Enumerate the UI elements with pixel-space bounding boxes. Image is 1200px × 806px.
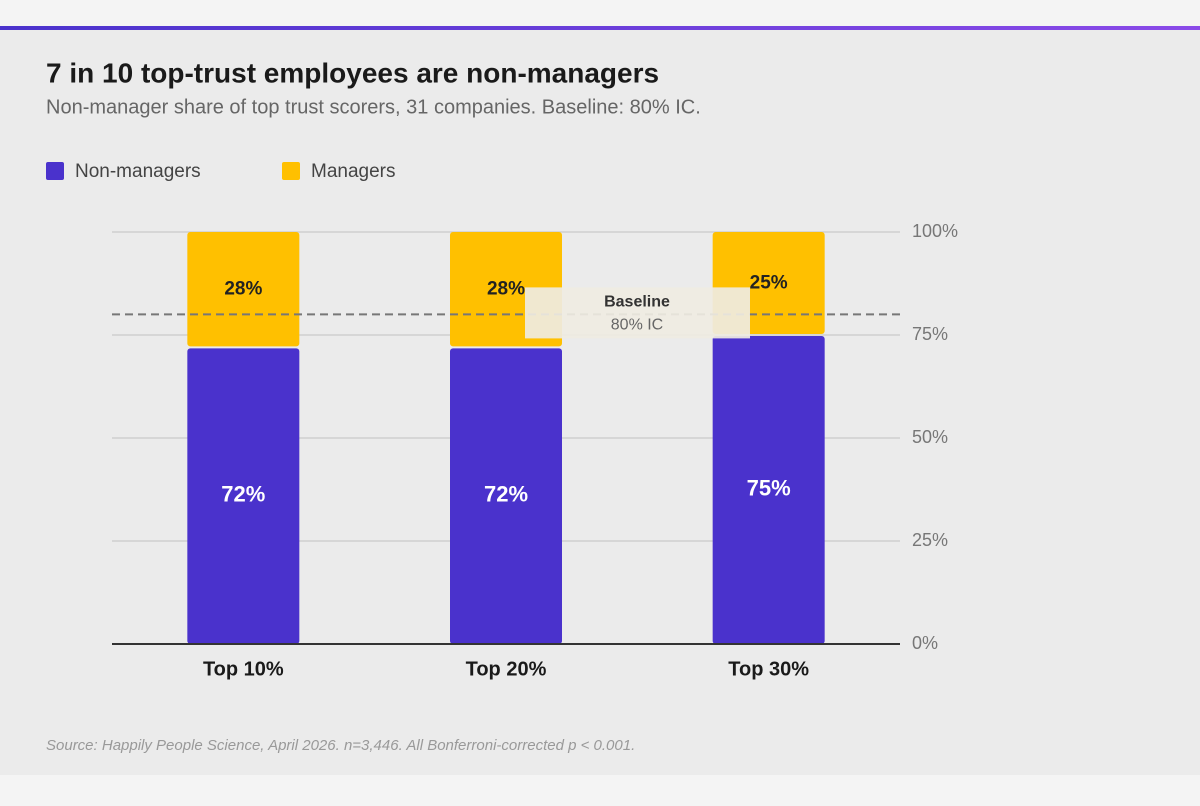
y-tick-label: 100% — [912, 221, 958, 241]
value-label: 25% — [750, 273, 788, 294]
legend-label: Non-managers — [75, 161, 201, 182]
chart-title: 7 in 10 top-trust employees are non-mana… — [46, 57, 659, 88]
legend-swatch — [46, 162, 64, 180]
y-tick-label: 50% — [912, 427, 948, 447]
plot-area: Non-managers Managers 0% 25% 50% 75% 100% 72% 28… — [46, 161, 958, 680]
value-label: 72% — [221, 481, 265, 506]
panel — [0, 30, 1200, 775]
value-label: 75% — [747, 475, 791, 500]
x-tick-label: Top 10% — [203, 658, 284, 680]
bar-segment — [712, 336, 825, 644]
y-tick-label: 75% — [912, 324, 948, 344]
chart-subtitle: Non-manager share of top trust scorers, … — [46, 96, 701, 118]
legend-swatch — [282, 162, 300, 180]
value-label: 28% — [224, 279, 262, 300]
bar-segment — [187, 232, 300, 347]
value-label: 28% — [487, 279, 525, 300]
source-note: Source: Happily People Science, April 20… — [46, 737, 635, 754]
accent-bar — [0, 26, 1200, 30]
x-tick-label: Top 20% — [466, 658, 547, 680]
bar-segment — [450, 348, 562, 644]
legend-label: Managers — [311, 161, 396, 182]
baseline-label: Baseline — [604, 294, 670, 311]
baseline-label-bg — [525, 287, 750, 339]
bar-segment — [187, 348, 300, 644]
y-tick-label: 25% — [912, 530, 948, 550]
y-tick-label: 0% — [912, 633, 938, 653]
baseline-sublabel: 80% IC — [611, 317, 663, 334]
x-tick-label: Top 30% — [728, 658, 809, 680]
value-label: 72% — [484, 481, 528, 506]
